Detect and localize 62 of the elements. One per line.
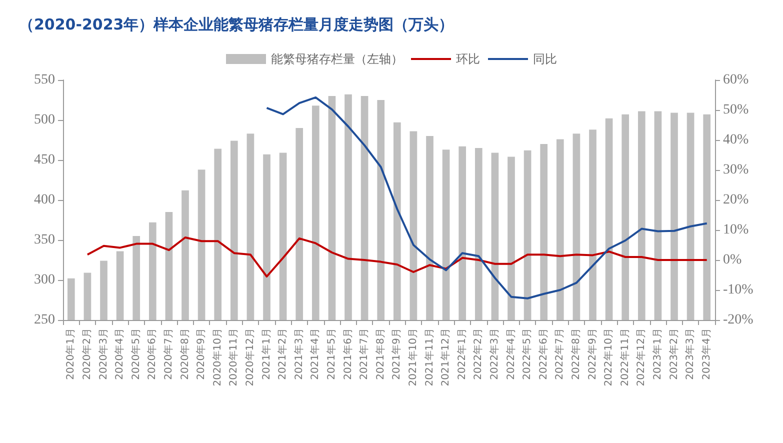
- y-tick-label: 450: [34, 152, 55, 168]
- y2-tick-label: 0%: [723, 252, 742, 268]
- y-tick-label: 300: [34, 272, 55, 288]
- x-tick-label: 2020年1月: [64, 328, 77, 380]
- x-tick-label: 2020年10月: [211, 328, 224, 386]
- x-tick-label: 2021年1月: [260, 328, 272, 380]
- x-tick-label: 2022年1月: [456, 328, 468, 380]
- x-tick-label: 2021年7月: [358, 328, 370, 380]
- x-tick-label: 2021年11月: [423, 328, 436, 386]
- chart-title: （2020-2023年）样本企业能繁母猪存栏量月度走势图（万头）: [19, 16, 454, 34]
- y-tick-label: 550: [34, 72, 55, 88]
- x-tick-label: 2020年3月: [97, 328, 110, 380]
- x-tick-label: 2020年12月: [244, 328, 256, 386]
- x-tick-label: 2020年8月: [178, 328, 191, 380]
- x-tick-label: 2022年6月: [537, 328, 550, 380]
- x-tick-label: 2022年3月: [488, 328, 500, 380]
- x-tick-label: 2023年1月: [651, 328, 664, 380]
- x-tick-label: 2020年2月: [80, 328, 93, 380]
- x-tick-label: 2020年5月: [130, 328, 142, 380]
- x-tick-label: 2023年4月: [700, 328, 712, 380]
- legend-label: 环比: [456, 52, 480, 66]
- x-tick-label: 2022年12月: [635, 328, 648, 386]
- y2-tick-label: 60%: [723, 72, 749, 88]
- line-series: [86, 236, 708, 278]
- x-tick-label: 2021年6月: [342, 328, 354, 380]
- y-tick-label: 400: [34, 192, 55, 208]
- y2-tick-label: 40%: [723, 132, 749, 148]
- x-tick-label: 2021年10月: [406, 328, 419, 386]
- x-tick-label: 2021年12月: [440, 328, 452, 386]
- y2-tick-label: 30%: [723, 162, 749, 178]
- x-tick-label: 2022年2月: [472, 328, 484, 380]
- y2-tick-label: 10%: [723, 222, 749, 238]
- y2-tick-label: -10%: [723, 282, 754, 298]
- legend-label: 能繁母猪存栏量（左轴）: [271, 52, 403, 66]
- y-tick-label: 250: [34, 312, 55, 328]
- x-tick-label: 2020年6月: [146, 328, 158, 380]
- x-tick-label: 2020年4月: [114, 328, 126, 380]
- x-tick-label: 2022年10月: [602, 328, 615, 386]
- legend-label: 同比: [533, 52, 557, 66]
- x-tick-label: 2020年7月: [162, 328, 174, 380]
- y2-tick-label: 20%: [723, 192, 749, 208]
- y-tick-label: 350: [34, 232, 55, 248]
- x-tick-label: 2021年4月: [309, 328, 322, 380]
- y2-tick-label: 50%: [723, 102, 749, 118]
- x-tick-label: 2022年9月: [586, 328, 598, 380]
- x-tick-label: 2023年2月: [668, 328, 680, 380]
- x-tick-label: 2022年8月: [570, 328, 582, 380]
- x-tick-label: 2021年8月: [374, 328, 386, 380]
- x-tick-label: 2022年7月: [554, 328, 566, 380]
- y-tick-label: 500: [34, 112, 55, 128]
- x-tick-label: 2022年5月: [521, 328, 534, 380]
- x-tick-label: 2023年3月: [684, 328, 696, 380]
- x-tick-label: 2022年11月: [618, 328, 631, 386]
- x-tick-label: 2021年2月: [276, 328, 289, 380]
- x-tick-label: 2021年3月: [292, 328, 305, 380]
- x-tick-label: 2021年9月: [390, 328, 403, 380]
- x-tick-label: 2021年5月: [325, 328, 338, 380]
- x-tick-label: 2022年4月: [504, 328, 517, 380]
- x-tick-label: 2020年11月: [228, 328, 240, 386]
- line-series: [266, 96, 708, 300]
- x-tick-label: 2020年9月: [195, 328, 208, 380]
- y2-tick-label: -20%: [723, 312, 754, 328]
